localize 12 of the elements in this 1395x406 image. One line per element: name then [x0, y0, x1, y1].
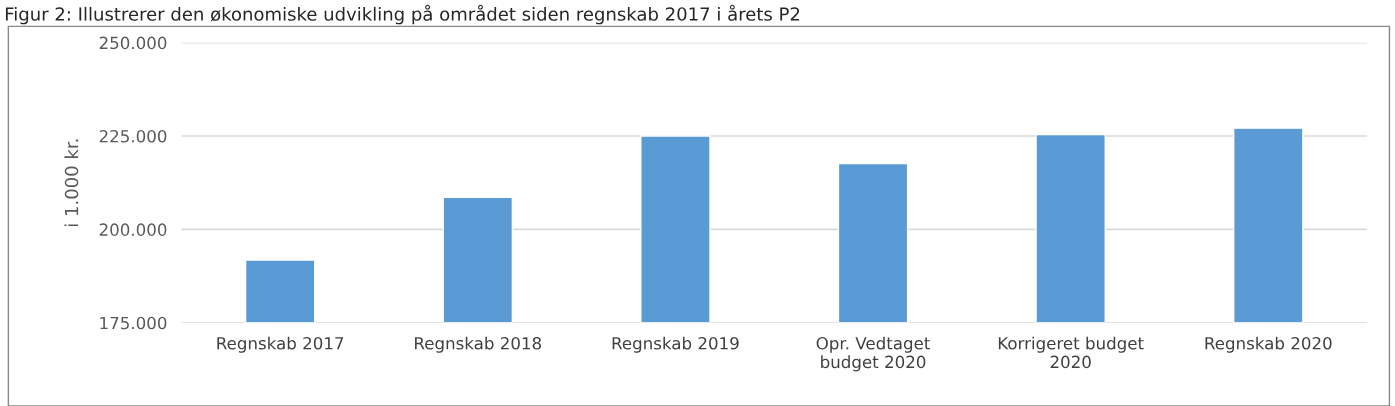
x-tick-label: Korrigeret budget 2020 [998, 336, 1144, 369]
x-tick-label: Regnskab 2020 [1205, 336, 1332, 353]
x-tick-label: Regnskab 2019 [612, 336, 739, 353]
x-tick-label: Opr. Vedtaget budget 2020 [816, 336, 930, 372]
y-tick-label: 175.000 [100, 316, 167, 330]
y-tick-label: 250.000 [99, 36, 167, 50]
y-tick-label: 200.000 [99, 223, 167, 236]
x-tick-label: Regnskab 2018 [415, 336, 542, 353]
x-tick-label: Regnskab 2017 [217, 336, 344, 353]
y-axis-title: i 1.000 kr. [64, 139, 79, 227]
chart-title: Figur 2: Illustrerer den økonomiske udvikling på området siden regnskab 2017 i årets P2 [5, 4, 800, 25]
y-tick-label: 225.000 [99, 129, 167, 143]
